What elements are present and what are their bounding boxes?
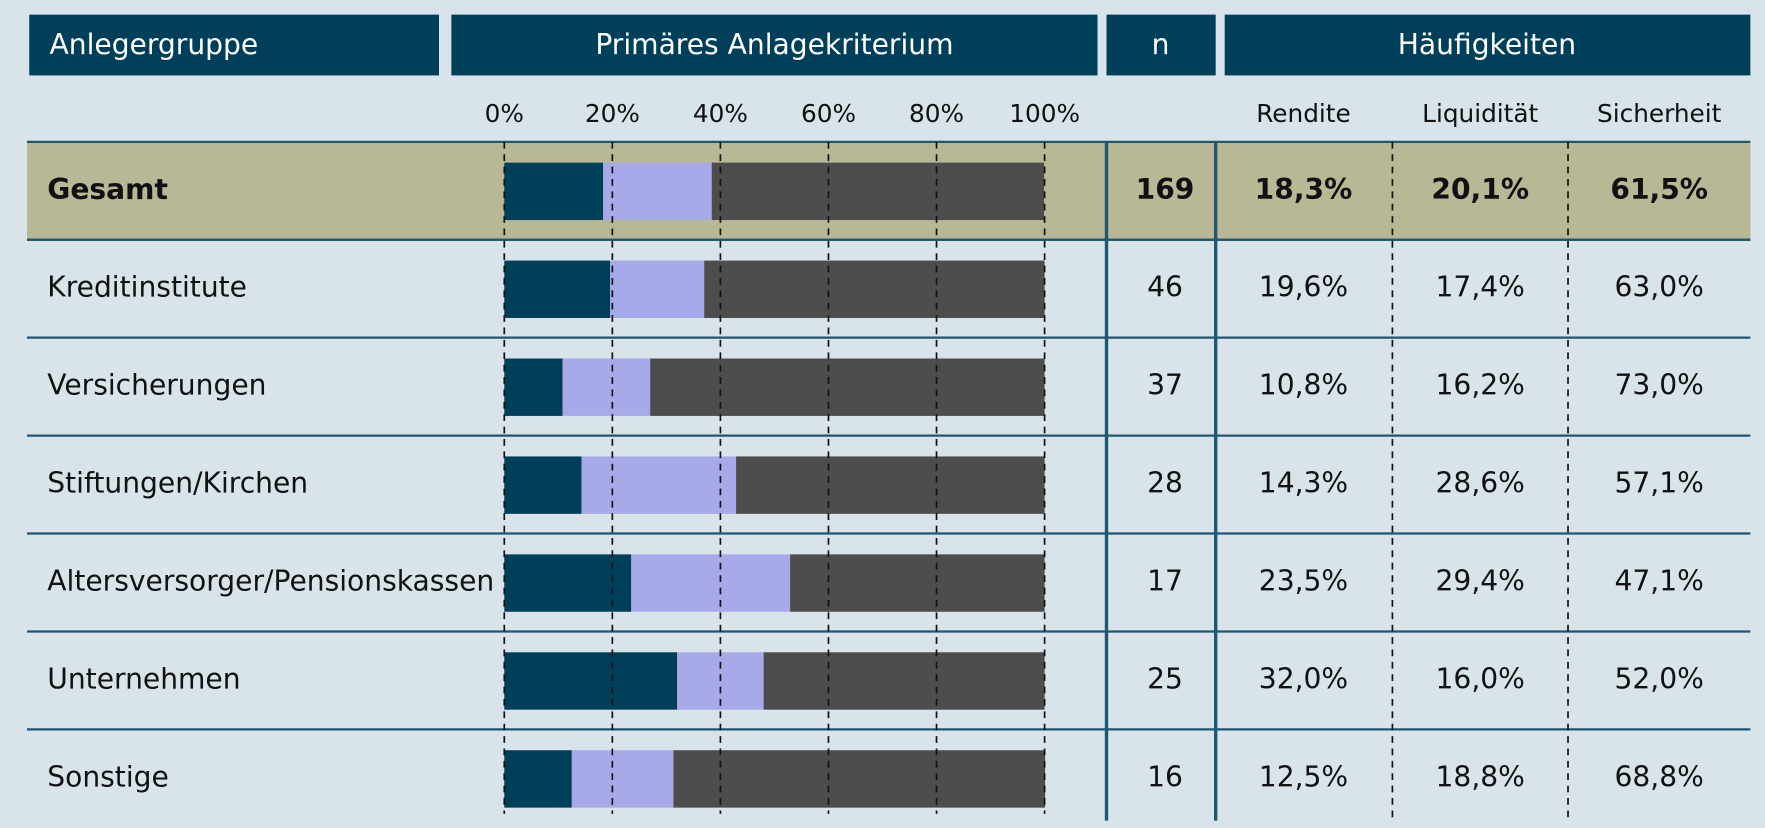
column-header: Rendite [1256, 99, 1351, 128]
bar-segment [571, 750, 674, 808]
value-label: 14,3% [1259, 467, 1348, 500]
value-label: 61,5% [1610, 173, 1708, 206]
x-tick-label: 20% [585, 99, 640, 128]
n-value: 16 [1147, 760, 1183, 793]
value-label: 17,4% [1436, 271, 1525, 304]
bar-segment [504, 358, 563, 416]
header-label: Primäres Anlagekriterium [595, 28, 953, 61]
bar-segment [504, 260, 611, 318]
bar-segment [673, 750, 1046, 808]
bar-segment [790, 554, 1045, 612]
bar-segment [581, 456, 737, 514]
header-label: n [1152, 28, 1170, 61]
n-value: 169 [1136, 173, 1195, 206]
n-value: 25 [1147, 662, 1183, 695]
bar-segment [504, 652, 678, 710]
value-label: 16,2% [1436, 369, 1525, 402]
header-box [29, 14, 439, 76]
row-label: Stiftungen/Kirchen [47, 467, 308, 500]
n-value: 37 [1147, 369, 1183, 402]
row-label: Unternehmen [47, 662, 240, 695]
value-label: 18,3% [1255, 173, 1353, 206]
row-label: Altersversorger/Pensionskassen [47, 565, 494, 598]
bar-segment [763, 652, 1045, 710]
value-label: 32,0% [1259, 662, 1348, 695]
value-label: 29,4% [1436, 565, 1525, 598]
value-label: 20,1% [1431, 173, 1529, 206]
value-label: 23,5% [1259, 565, 1348, 598]
n-value: 46 [1147, 271, 1183, 304]
value-label: 73,0% [1615, 369, 1704, 402]
n-value: 28 [1147, 467, 1183, 500]
value-label: 63,0% [1615, 271, 1704, 304]
column-header: Liquidität [1422, 99, 1538, 128]
row-label: Kreditinstitute [47, 271, 247, 304]
header-label: Anlegergruppe [50, 28, 259, 61]
row-label: Versicherungen [47, 369, 266, 402]
bar-segment [736, 456, 1045, 514]
bar-segment [610, 260, 705, 318]
bar-segment [504, 456, 582, 514]
header-box [1106, 14, 1216, 76]
row-label: Sonstige [47, 760, 169, 793]
value-label: 68,8% [1615, 760, 1704, 793]
value-label: 16,0% [1436, 662, 1525, 695]
n-value: 17 [1147, 565, 1183, 598]
bar-segment [704, 260, 1045, 318]
value-label: 28,6% [1436, 467, 1525, 500]
bar-segment [504, 554, 632, 612]
x-tick-label: 0% [485, 99, 524, 128]
value-label: 18,8% [1436, 760, 1525, 793]
bar-segment [631, 554, 791, 612]
x-tick-label: 100% [1009, 99, 1080, 128]
header-box [1224, 14, 1751, 76]
value-label: 10,8% [1259, 369, 1348, 402]
header-label: Häufigkeiten [1398, 28, 1576, 61]
bar-segment [504, 162, 604, 221]
bar-segment [504, 750, 572, 808]
header-box [451, 14, 1098, 76]
bar-segment [603, 162, 712, 221]
value-label: 47,1% [1615, 565, 1704, 598]
bar-segment [650, 358, 1045, 416]
value-label: 19,6% [1259, 271, 1348, 304]
value-label: 12,5% [1259, 760, 1348, 793]
value-label: 57,1% [1615, 467, 1704, 500]
x-tick-label: 40% [693, 99, 748, 128]
bar-segment [711, 162, 1045, 221]
row-label: Gesamt [47, 173, 168, 206]
x-tick-label: 60% [801, 99, 856, 128]
column-header: Sicherheit [1597, 99, 1722, 128]
x-tick-label: 80% [909, 99, 964, 128]
value-label: 52,0% [1615, 662, 1704, 695]
bar-segment [562, 358, 651, 416]
